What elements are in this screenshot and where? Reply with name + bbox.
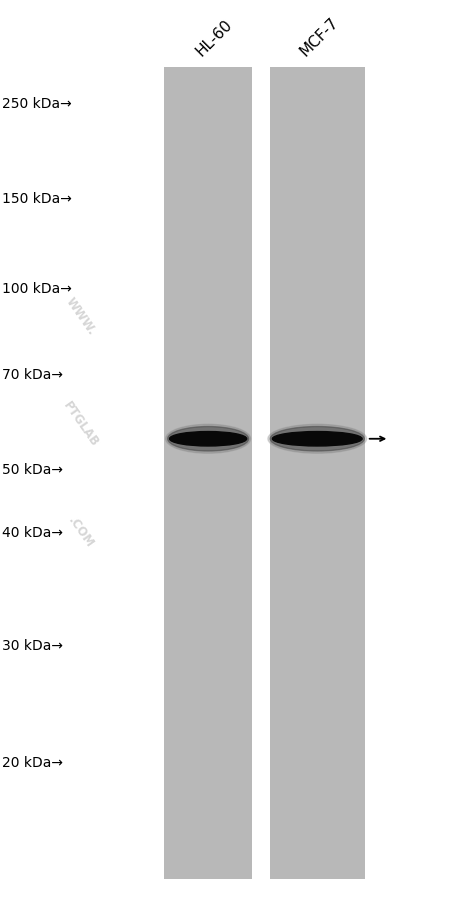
Text: 250 kDa→: 250 kDa→ xyxy=(2,97,72,111)
Text: 100 kDa→: 100 kDa→ xyxy=(2,281,72,296)
Ellipse shape xyxy=(268,425,367,454)
Text: 20 kDa→: 20 kDa→ xyxy=(2,755,63,769)
Text: WWW.: WWW. xyxy=(63,295,99,336)
Text: HL-60: HL-60 xyxy=(193,16,235,59)
Bar xyxy=(270,68,364,879)
Text: 40 kDa→: 40 kDa→ xyxy=(2,525,63,539)
Ellipse shape xyxy=(166,425,251,454)
Ellipse shape xyxy=(272,432,362,446)
Text: MCF-7: MCF-7 xyxy=(297,14,342,59)
Text: .COM: .COM xyxy=(66,514,96,550)
Ellipse shape xyxy=(270,427,364,452)
Ellipse shape xyxy=(167,427,249,452)
Text: 150 kDa→: 150 kDa→ xyxy=(2,191,72,206)
Text: 50 kDa→: 50 kDa→ xyxy=(2,462,63,476)
Text: 70 kDa→: 70 kDa→ xyxy=(2,367,63,382)
Bar xyxy=(164,68,252,879)
Ellipse shape xyxy=(170,432,247,446)
Text: 30 kDa→: 30 kDa→ xyxy=(2,638,63,652)
Text: PTGLAB: PTGLAB xyxy=(61,399,101,449)
